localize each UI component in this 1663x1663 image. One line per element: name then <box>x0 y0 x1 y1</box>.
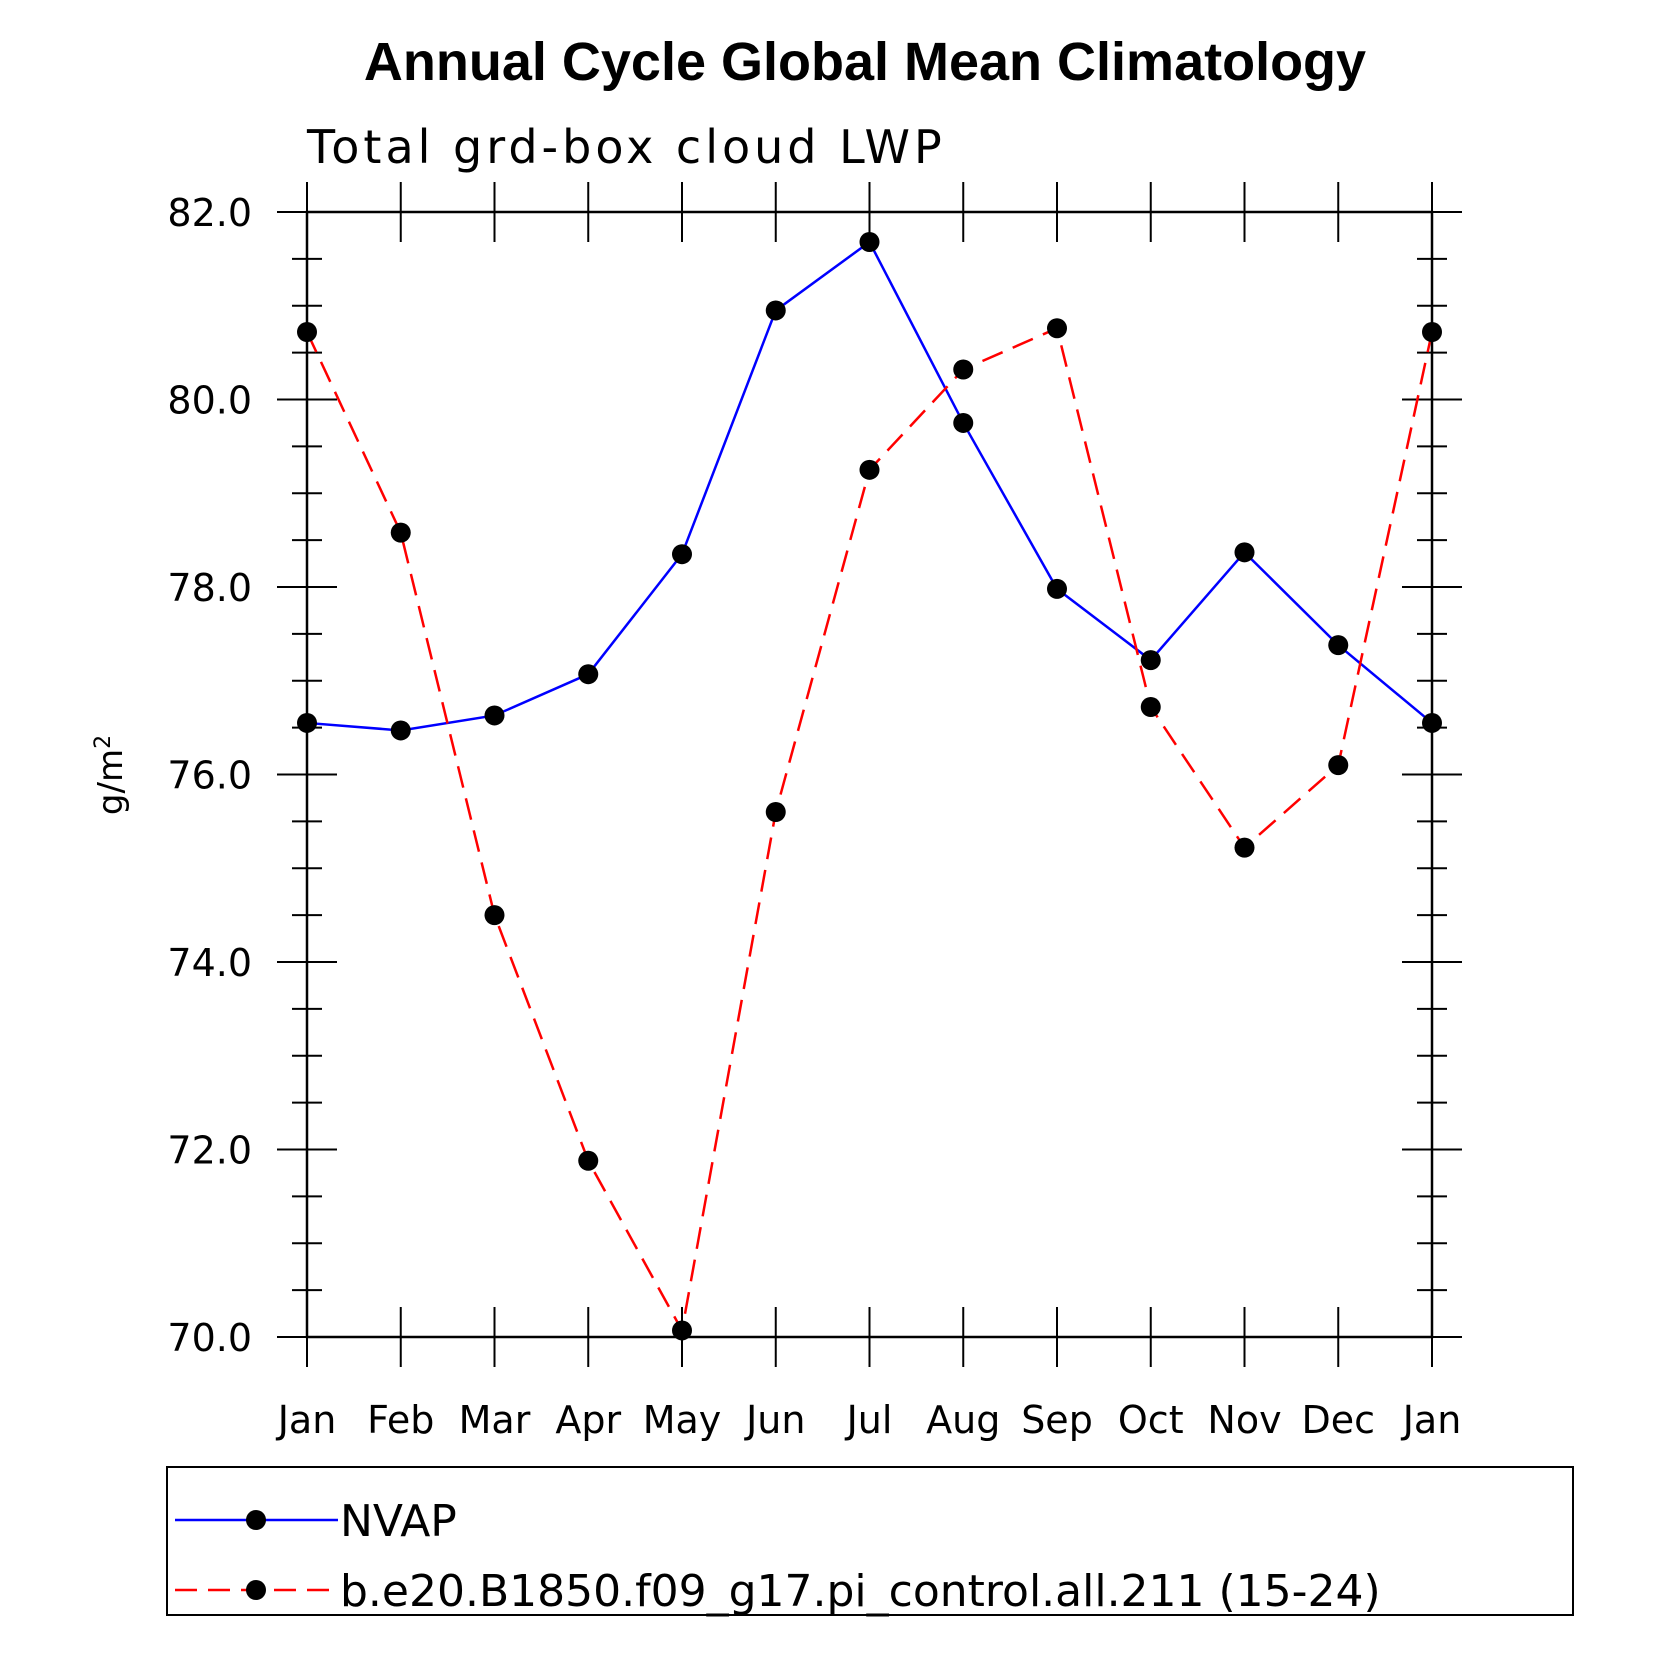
data-point-series-0 <box>953 412 974 433</box>
data-point-series-0 <box>1140 650 1161 671</box>
y-tick-label: 72.0 <box>167 1129 252 1173</box>
data-point-series-1 <box>390 522 411 543</box>
legend-marker-1 <box>246 1580 266 1600</box>
legend-marker-0 <box>246 1510 266 1530</box>
series-lines <box>305 240 1434 1335</box>
y-axis-label: g/m2 <box>91 735 131 815</box>
data-point-series-0 <box>390 720 411 741</box>
y-tick-label: 80.0 <box>167 379 252 423</box>
x-tick-label: Jun <box>744 1398 805 1442</box>
data-point-series-1 <box>484 905 505 926</box>
data-point-series-1 <box>765 802 786 822</box>
data-point-series-0 <box>484 705 505 726</box>
legend-frame <box>166 1466 1574 1616</box>
legend: NVAP b.e20.B1850.f09_g17.pi_control.all.2… <box>166 1466 1574 1617</box>
data-point-series-1 <box>1234 837 1255 858</box>
x-tick-label: Dec <box>1301 1398 1375 1442</box>
x-tick-label: Feb <box>367 1398 434 1442</box>
data-point-series-1 <box>672 1320 692 1341</box>
data-point-series-0 <box>1328 635 1349 656</box>
data-point-series-0 <box>859 232 880 252</box>
data-point-series-0 <box>1047 578 1067 599</box>
data-point-series-1 <box>859 459 880 480</box>
data-point-series-1 <box>578 1150 599 1171</box>
x-tick-label: Jan <box>1401 1398 1462 1442</box>
x-tick-label: Oct <box>1118 1398 1184 1442</box>
x-tick-label: Sep <box>1021 1398 1093 1442</box>
chart-title: Annual Cycle Global Mean Climatology <box>364 32 1366 92</box>
x-tick-label: Aug <box>926 1398 1000 1442</box>
legend-label-0: NVAP <box>340 1496 457 1547</box>
plot-frame <box>305 210 1434 1339</box>
data-point-series-1 <box>953 359 974 380</box>
data-point-series-1 <box>1328 755 1349 776</box>
chart-subtitle: Total grd-box cloud LWP <box>306 120 946 174</box>
data-point-series-0 <box>578 664 599 685</box>
x-tick-label: May <box>643 1398 722 1442</box>
y-tick-label: 74.0 <box>167 941 252 985</box>
data-point-series-1 <box>1047 318 1067 339</box>
x-tick-label: Apr <box>555 1398 621 1442</box>
data-point-series-1 <box>1140 697 1161 717</box>
x-tick-label: Jul <box>845 1398 893 1442</box>
y-tick-label: 82.0 <box>167 191 252 235</box>
x-tick-label: Mar <box>459 1398 531 1442</box>
x-tick-label: Nov <box>1207 1398 1281 1442</box>
legend-label-1: b.e20.B1850.f09_g17.pi_control.all.211 (… <box>340 1566 1381 1617</box>
y-tick-label: 78.0 <box>167 566 252 610</box>
series-points <box>297 232 1442 1341</box>
data-point-series-0 <box>765 300 786 321</box>
data-point-series-0 <box>1234 542 1255 563</box>
x-tick-label: Jan <box>276 1398 337 1442</box>
series-line-0 <box>306 240 1433 732</box>
y-tick-label: 76.0 <box>167 754 252 798</box>
y-axis-ticks: 70.0 72.0 74.0 76.0 78.0 80.0 82.0 <box>167 191 1462 1360</box>
x-axis-ticks: Jan Feb Mar Apr May Jun Jul Aug Sep Oct Nov Dec Jan <box>276 182 1462 1442</box>
data-point-series-0 <box>672 544 692 565</box>
y-tick-label: 70.0 <box>167 1316 252 1360</box>
